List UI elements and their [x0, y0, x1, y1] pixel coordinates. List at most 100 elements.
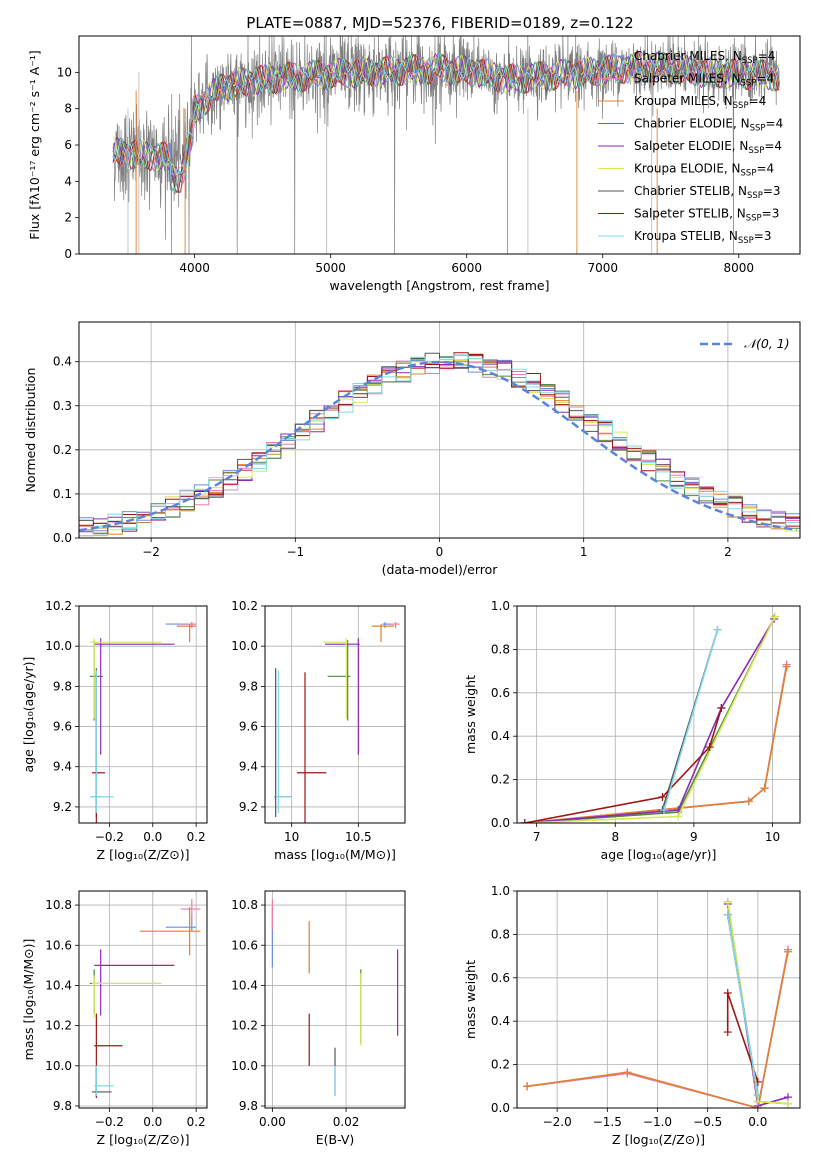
panel-weight_vs_Z: −2.0 −1.5 −1.0 −0.5 0.0 0.0 0.2 0.4 0.6 0.8 1.0 Z […: [463, 884, 801, 1147]
y-tick-label: 10: [57, 65, 72, 79]
legend-tail: =3: [754, 229, 772, 243]
y-tick-label: 9.6: [239, 720, 258, 734]
legend-entry: Kroupa MILES, NSSP=4: [634, 94, 766, 111]
y-tick-label: 0.1: [53, 487, 72, 501]
legend-entry: Kroupa ELODIE, NSSP=4: [634, 162, 774, 179]
axes-frame: [516, 605, 801, 824]
x-tick-label: −0.2: [95, 830, 124, 844]
y-tick-label: 1.0: [491, 884, 510, 898]
y-tick-label: 0.4: [491, 729, 510, 743]
y-tick-label: 10.8: [45, 898, 72, 912]
axes-frame: [516, 890, 801, 1109]
legend-tail: =4: [758, 49, 776, 63]
x-tick-label: 0.0: [748, 1115, 767, 1129]
x-axis-label: Z [log₁₀(Z/Z⊙)]: [97, 847, 190, 862]
legend-tail: =4: [764, 139, 782, 153]
weight-point-marker: [770, 612, 779, 621]
legend-tail: =4: [756, 72, 774, 86]
legend-tail: =4: [756, 162, 774, 176]
plot-area: [523, 897, 792, 1108]
y-tick-label: 10.6: [45, 938, 72, 952]
x-tick-label: 7: [533, 830, 541, 844]
y-tick-label: 0.4: [491, 1014, 510, 1028]
y-tick-label: 10.2: [45, 599, 72, 613]
x-tick-label: −0.5: [693, 1115, 722, 1129]
x-axis-label: Z [log₁₀(Z/Z⊙)]: [612, 1132, 705, 1147]
panel-mass_vs_ebv: 0.00 0.02 9.8 10.0 10.2 10.4 10.6 10.8 E(B-V): [231, 890, 406, 1147]
x-tick-label: 10.5: [345, 830, 372, 844]
x-tick-label: 0.0: [143, 830, 162, 844]
x-tick-label: 0: [436, 545, 444, 559]
legend-subscript: SSP: [747, 191, 763, 201]
x-tick-label: −1.5: [593, 1115, 622, 1129]
x-tick-label: 0.2: [187, 1115, 206, 1129]
histogram-kroupa-stelib: [79, 354, 800, 537]
axes-frame: [78, 35, 801, 255]
x-tick-label: 0.02: [333, 1115, 360, 1129]
weight-point-marker: [723, 988, 732, 997]
weight-point-marker: [783, 947, 792, 956]
weight-point-marker: [723, 910, 732, 919]
histogram-salpeter-miles: [79, 354, 800, 537]
weight-line-salpeter-miles: [524, 664, 788, 823]
x-axis-label: (data-model)/error: [382, 562, 499, 577]
legend-tail: =3: [763, 184, 781, 198]
weight-point-marker: [705, 743, 714, 752]
y-tick-label: 9.8: [239, 679, 258, 693]
y-tick-label: 10.0: [231, 1059, 258, 1073]
gaussian-reference-curve: [79, 360, 798, 532]
legend-entry: Kroupa STELIB, NSSP=3: [634, 229, 772, 246]
y-tick-label: 9.6: [53, 720, 72, 734]
y-tick-label: 10.0: [45, 1059, 72, 1073]
model-spectrum-salpeter-elodie: [112, 51, 780, 186]
y-axis-label: mass [log₁₀(M/M⊙)]: [21, 939, 36, 1061]
axes-frame: [78, 890, 208, 1109]
y-tick-label: 9.8: [239, 1099, 258, 1113]
y-tick-label: 9.2: [239, 800, 258, 814]
x-tick-label: −1: [286, 545, 304, 559]
y-tick-label: 10.8: [231, 898, 258, 912]
y-tick-label: 10.0: [231, 639, 258, 653]
axes-frame: [264, 605, 406, 824]
panel-spectrum: 4000 5000 6000 7000 8000 0 2 4 6 8 10 wavelength [A…: [27, 35, 801, 293]
x-axis-label: mass [log₁₀(M/M⊙)]: [274, 847, 396, 862]
y-axis-label: mass weight: [463, 960, 478, 1039]
weight-point-marker: [782, 662, 791, 671]
x-axis-label: age [log₁₀(age/yr)]: [601, 847, 717, 862]
y-tick-label: 2: [64, 211, 72, 225]
panel-age_vs_Z: −0.2 0.0 0.2 9.2 9.4 9.6 9.8 10.0 10.2 Z [log₁₀(Z…: [21, 599, 208, 862]
x-tick-label: 8: [611, 830, 619, 844]
y-tick-label: 0.0: [53, 531, 72, 545]
x-tick-label: 0.00: [259, 1115, 286, 1129]
y-tick-label: 10.2: [231, 1019, 258, 1033]
y-tick-label: 0.4: [53, 355, 72, 369]
legend-entry: Salpeter STELIB, NSSP=3: [634, 207, 779, 224]
y-tick-label: 10.6: [231, 938, 258, 952]
weight-point-marker: [523, 1082, 532, 1091]
weight-point-marker: [783, 1099, 792, 1108]
x-tick-label: 2: [724, 545, 732, 559]
weight-point-marker: [623, 1068, 632, 1077]
weight-line-kroupa-elodie: [524, 616, 776, 823]
weight-line-chabrier-elodie: [524, 616, 776, 823]
y-tick-label: 0.6: [491, 971, 510, 985]
x-tick-label: 0.0: [143, 1115, 162, 1129]
y-tick-label: 0.0: [491, 816, 510, 830]
y-tick-label: 9.8: [53, 1099, 72, 1113]
y-tick-label: 1.0: [491, 599, 510, 613]
x-tick-label: 8000: [724, 261, 755, 275]
y-tick-label: 0.0: [491, 1101, 510, 1115]
y-tick-label: 0.3: [53, 399, 72, 413]
x-axis-label: wavelength [Angstrom, rest frame]: [329, 278, 549, 293]
plot-area: [89, 622, 197, 823]
legend-subscript: SSP: [741, 79, 757, 89]
x-tick-label: −2.0: [543, 1115, 572, 1129]
weight-point-marker: [520, 819, 529, 823]
y-tick-label: 6: [64, 138, 72, 152]
y-tick-label: 9.4: [239, 760, 258, 774]
x-tick-label: 9: [690, 830, 698, 844]
x-axis-label: Z [log₁₀(Z/Z⊙)]: [97, 1132, 190, 1147]
x-tick-label: 0.2: [187, 830, 206, 844]
x-tick-label: 5000: [315, 261, 346, 275]
y-axis-label: mass weight: [463, 675, 478, 754]
